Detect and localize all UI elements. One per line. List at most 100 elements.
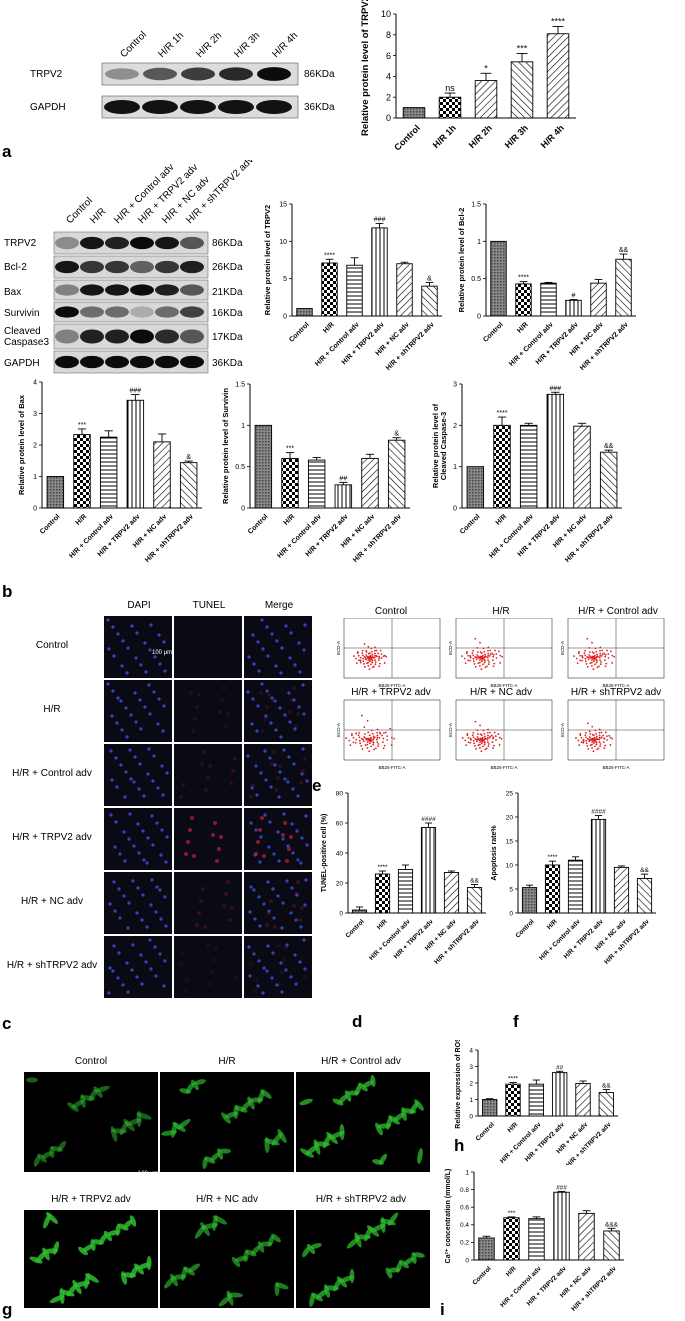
micro-c-nucleus-0-0-7 [125, 671, 129, 675]
blot-b-band-5-1 [80, 355, 104, 369]
micro-g-title-control: Control [74, 1056, 108, 1067]
micro-c-nucleus-5-0-17 [140, 982, 144, 986]
chart-i-cat-5: H/R + shTRPV2 adv [570, 1265, 618, 1312]
flow-point-5-19 [592, 742, 595, 745]
micro-c-nucleus-4-2-5 [257, 895, 261, 899]
flow-point-1-71 [493, 662, 496, 665]
flow-point-4-8 [491, 741, 494, 744]
micro-c-nucleus-5-0-10 [121, 983, 125, 987]
chart-b-caspase3-ytick-label-1: 1 [453, 464, 457, 471]
flow-point-4-10 [486, 731, 489, 734]
micro-c-nucleus-2-0-2 [146, 772, 150, 776]
micro-c-nucleus-2-0-4 [160, 764, 164, 768]
flow-point-2-27 [586, 666, 589, 668]
flow-point-2-43 [576, 662, 579, 665]
flow-point-0-40 [367, 665, 370, 667]
micro-c-nucleus-5-2-9 [298, 960, 302, 964]
chart-a-cat-1: H/R 1h [431, 123, 458, 150]
micro-c-tunel-3-2-0 [281, 833, 285, 837]
flow-point-5-13 [609, 736, 612, 739]
micro-c-nucleus-3-2-6 [281, 837, 285, 841]
micro-c-tunel-4-1-2 [224, 892, 228, 896]
chart-b-caspase3-bar-2 [519, 424, 538, 509]
chart-b-caspase3-ytick-label-3: 3 [453, 381, 457, 388]
flow-point-1-12 [465, 652, 468, 655]
flow-point-0-19 [368, 660, 371, 663]
flow-point-2-74 [592, 668, 595, 671]
blot-a-band-gapdh-3 [218, 100, 254, 114]
blot-b-kda-bax: 21KDa [212, 287, 243, 298]
micro-c-tunel-4-1-1 [195, 923, 199, 927]
micro-c-nucleus-1-2-5 [278, 706, 282, 710]
chart-d-sig-1: **** [377, 864, 388, 871]
flow-point-3-35 [363, 736, 366, 739]
micro-c-nucleus-0-0-16 [158, 662, 162, 666]
micro-c-nucleus-0-2-19 [303, 623, 307, 627]
micro-c-nucleus-5-0-4 [139, 953, 143, 957]
micro-c-tunel-1-1-5 [222, 686, 226, 690]
flow-point-0-11 [373, 665, 375, 668]
micro-c-tunel-2-1-4 [204, 788, 208, 792]
flow-point-0-68 [378, 655, 380, 658]
flow-point-4-56 [469, 737, 472, 740]
micro-c-tunel-4-1-0 [222, 904, 226, 908]
micro-c-tunel-3-2-9 [262, 854, 266, 858]
micro-c-nucleus-2-0-0 [132, 780, 136, 784]
flow-point-4-13 [498, 736, 501, 739]
blot-a-kda-trpv2: 86KDa [304, 69, 335, 80]
flow-point-5-70 [591, 725, 594, 728]
flow-point-1-88 [465, 650, 468, 653]
micro-c-nucleus-4-0-17 [127, 901, 131, 905]
flow-point-4-55 [495, 739, 497, 741]
micro-c-tunel-4-1-3 [197, 911, 201, 915]
flow-point-4-86 [489, 731, 491, 734]
flow-point-5-29 [609, 744, 612, 746]
flow-point-2-82 [589, 662, 592, 665]
flow-point-4-85 [467, 741, 470, 744]
flow-point-4-81 [488, 736, 491, 739]
flow-point-5-11 [597, 747, 600, 750]
flow-point-0-82 [366, 662, 368, 665]
flow-point-2-65 [596, 653, 598, 656]
flow-point-1-86 [489, 649, 492, 652]
chart-b-trpv2-bar-1 [321, 262, 338, 317]
flow-point-4-89 [500, 737, 503, 740]
western-blot-b: Control H/R H/R + Control adv H/R + TRPV2 a… [0, 154, 270, 376]
chart-h-ytick-label-2: 2 [469, 1080, 473, 1087]
micro-c-nucleus-5-0-6 [153, 945, 157, 949]
micro-g-cell-2-1 [375, 1122, 383, 1136]
flow-point-2-52 [599, 652, 602, 655]
micro-c-tunel-3-1-4 [215, 859, 219, 863]
chart-b-survivin-ytick-label-2: 1 [241, 423, 245, 430]
flow-point-5-25 [580, 736, 583, 739]
micro-c-nucleus-1-0-9 [152, 690, 156, 694]
chart-i-sig-5: &&& [605, 1221, 619, 1228]
chart-d-ytick-label-2: 40 [336, 850, 344, 857]
micro-c-nucleus-0-0-19 [149, 623, 153, 627]
flow-point-0-71 [379, 662, 381, 665]
micro-c-nucleus-4-2-10 [262, 902, 266, 906]
flow-point-1-54 [471, 652, 474, 655]
micro-c-nucleus-4-0-20 [118, 916, 122, 920]
fluorescence-g: Control H/R H/R + Control adv H/R + TRPV… [0, 1050, 430, 1310]
flow-point-2-78 [593, 654, 596, 657]
micro-c-nucleus-4-0-16 [150, 878, 154, 882]
flow-point-0-38 [359, 656, 362, 659]
flow-point-4-80 [474, 737, 477, 740]
micro-c-nucleus-3-2-11 [286, 844, 290, 848]
micro-g-cell-1-15 [204, 1156, 216, 1164]
flow-point-5-33 [589, 737, 592, 740]
chart-h-bar-1 [505, 1083, 521, 1117]
chart-b-bax-bar-4 [153, 441, 171, 509]
micro-c-nucleus-2-2-10 [296, 794, 300, 798]
chart-d-sig-5: && [470, 878, 479, 885]
micro-c-nucleus-2-2-15 [301, 747, 305, 751]
flow-point-0-44 [374, 646, 376, 649]
blot-b-band-1-5 [180, 260, 204, 274]
flow-point-3-57 [370, 729, 373, 732]
flow-point-5-85 [580, 741, 583, 744]
chart-f-bar-0 [521, 887, 538, 914]
micro-c-nucleus-2-0-3 [123, 795, 127, 799]
micro-c-nucleus-5-2-11 [252, 952, 256, 956]
flow-point-3-68 [382, 737, 385, 740]
